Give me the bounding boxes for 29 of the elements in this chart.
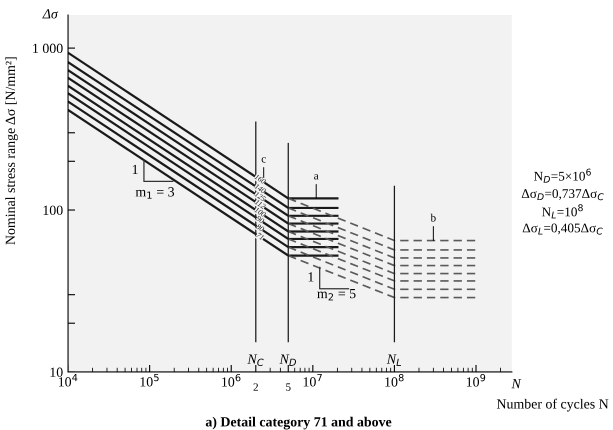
x-tick-label: 10$^{7}$ xyxy=(304,374,322,387)
ref-line-label: N$_{C}$ xyxy=(247,354,264,366)
text: Δσ$_{L}$=0,405Δσ$_{C}$ xyxy=(522,224,603,235)
y-tick-label: 10 xyxy=(50,368,63,377)
y-axis-title: Nominal stress range Δσ [N/mm²] xyxy=(5,57,18,245)
ref-line-label: N$_{D}$ xyxy=(279,354,296,366)
x-tick-label: 10$^{9}$ xyxy=(466,374,486,387)
y-tick-label: 100 xyxy=(44,206,63,215)
text: N xyxy=(511,379,522,388)
y-tick-label: 1 000 xyxy=(33,44,63,54)
x-tick-label: 10$^{6}$ xyxy=(222,374,240,387)
annotation: b xyxy=(430,214,436,222)
text: N$_{D}$=5×10$^{6}$ xyxy=(534,168,591,183)
x-tick-label: 10$^{5}$ xyxy=(140,374,159,387)
text: N$_{L}$=10$^{8}$ xyxy=(542,204,583,218)
annotation: m$_{2}$ = 5 xyxy=(317,289,356,300)
text: Δσ$_{D}$=0,737Δσ$_{C}$ xyxy=(522,189,604,200)
text: a) Detail category 71 and above xyxy=(206,416,392,430)
text: 5 xyxy=(286,383,291,391)
annotation: m$_{1}$ = 3 xyxy=(136,187,174,199)
x-tick-label: 10$^{8}$ xyxy=(385,374,404,387)
text: 2 xyxy=(254,383,258,391)
annotation: c xyxy=(262,157,266,163)
annotation: 1 xyxy=(308,272,314,282)
annotation: 1 xyxy=(132,164,138,174)
x-axis-title: Number of cycles N xyxy=(496,398,608,412)
text: Δσ xyxy=(42,9,58,19)
annotation: a xyxy=(314,174,319,180)
ref-line-label: N$_{L}$ xyxy=(386,354,402,366)
